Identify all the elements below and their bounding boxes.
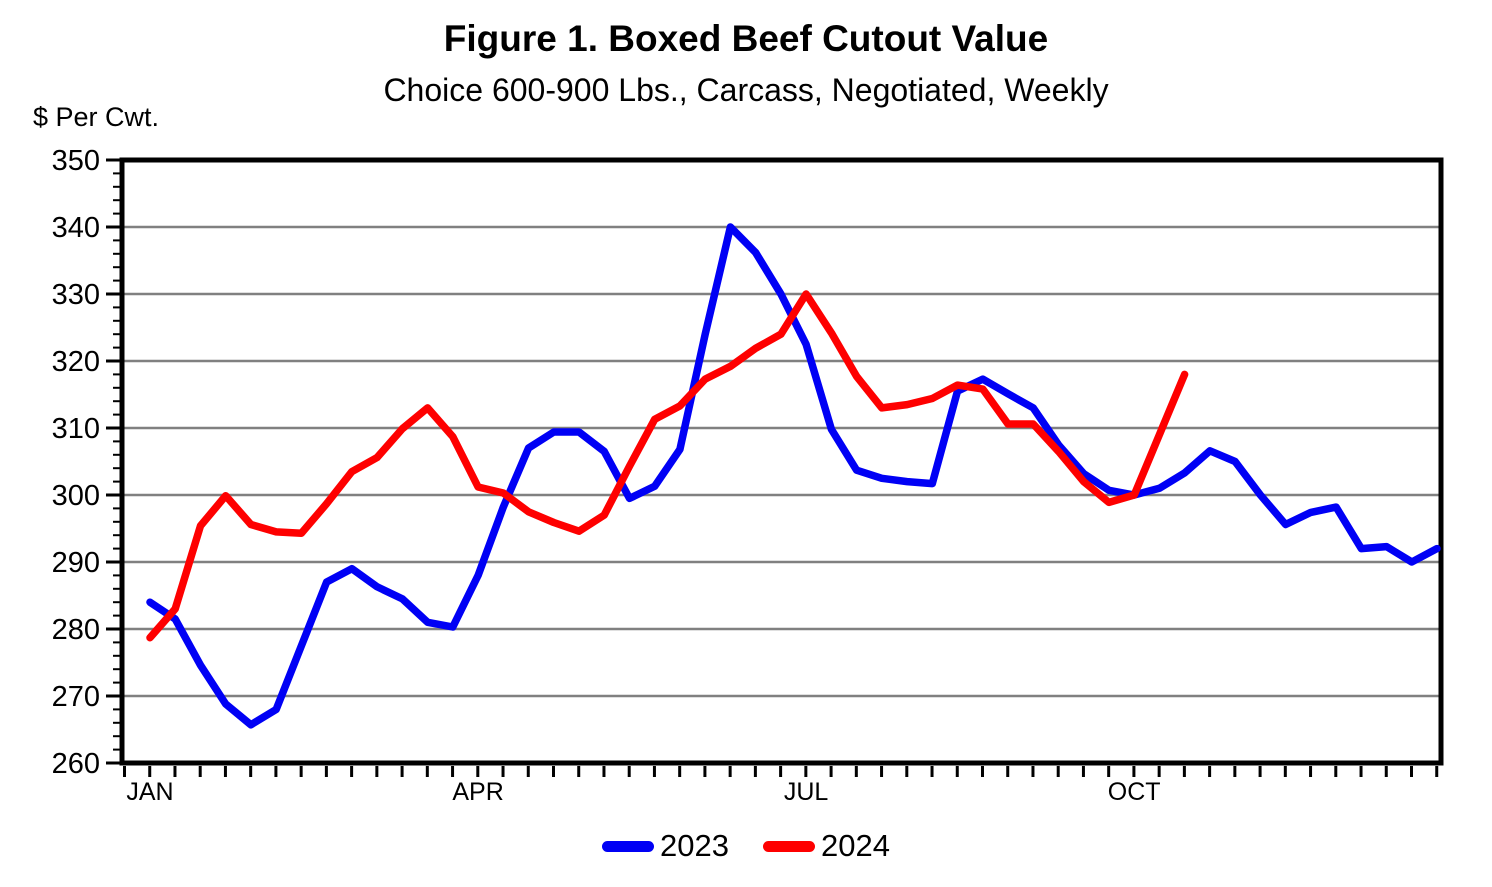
legend-label-2024: 2024 (821, 828, 890, 863)
y-tick-label-290: 290 (52, 547, 100, 579)
series-2023-line (146, 223, 1441, 729)
x-tick-label-apr: APR (452, 778, 503, 806)
y-tick-label-340: 340 (52, 212, 100, 244)
plot-border (119, 157, 1444, 766)
y-tick-label-320: 320 (52, 346, 100, 378)
y-tick-label-280: 280 (52, 614, 100, 646)
y-tick-label-350: 350 (52, 145, 100, 177)
y-tick-label-260: 260 (52, 748, 100, 780)
chart-subtitle: Choice 600-900 Lbs., Carcass, Negotiated… (383, 72, 1109, 108)
legend-item-2023: 2023 (602, 828, 729, 864)
x-tick-label-jul: JUL (784, 778, 829, 806)
legend-item-2024: 2024 (763, 828, 890, 864)
y-tick-label-330: 330 (52, 279, 100, 311)
chart-legend: 2023 2024 (0, 828, 1492, 864)
y-tick-label-310: 310 (52, 413, 100, 445)
y-tick-label-300: 300 (52, 480, 100, 512)
legend-swatch-2023 (602, 840, 655, 852)
legend-label-2023: 2023 (660, 828, 729, 863)
y-tick-label-270: 270 (52, 681, 100, 713)
x-tick-label-oct: OCT (1108, 778, 1161, 806)
legend-swatch-2024 (763, 840, 815, 852)
chart-title: Figure 1. Boxed Beef Cutout Value (443, 18, 1049, 59)
y-axis-unit-label: $ Per Cwt. (33, 102, 160, 132)
x-tick-label-jan: JAN (126, 778, 173, 806)
series-2024-line (146, 290, 1189, 642)
